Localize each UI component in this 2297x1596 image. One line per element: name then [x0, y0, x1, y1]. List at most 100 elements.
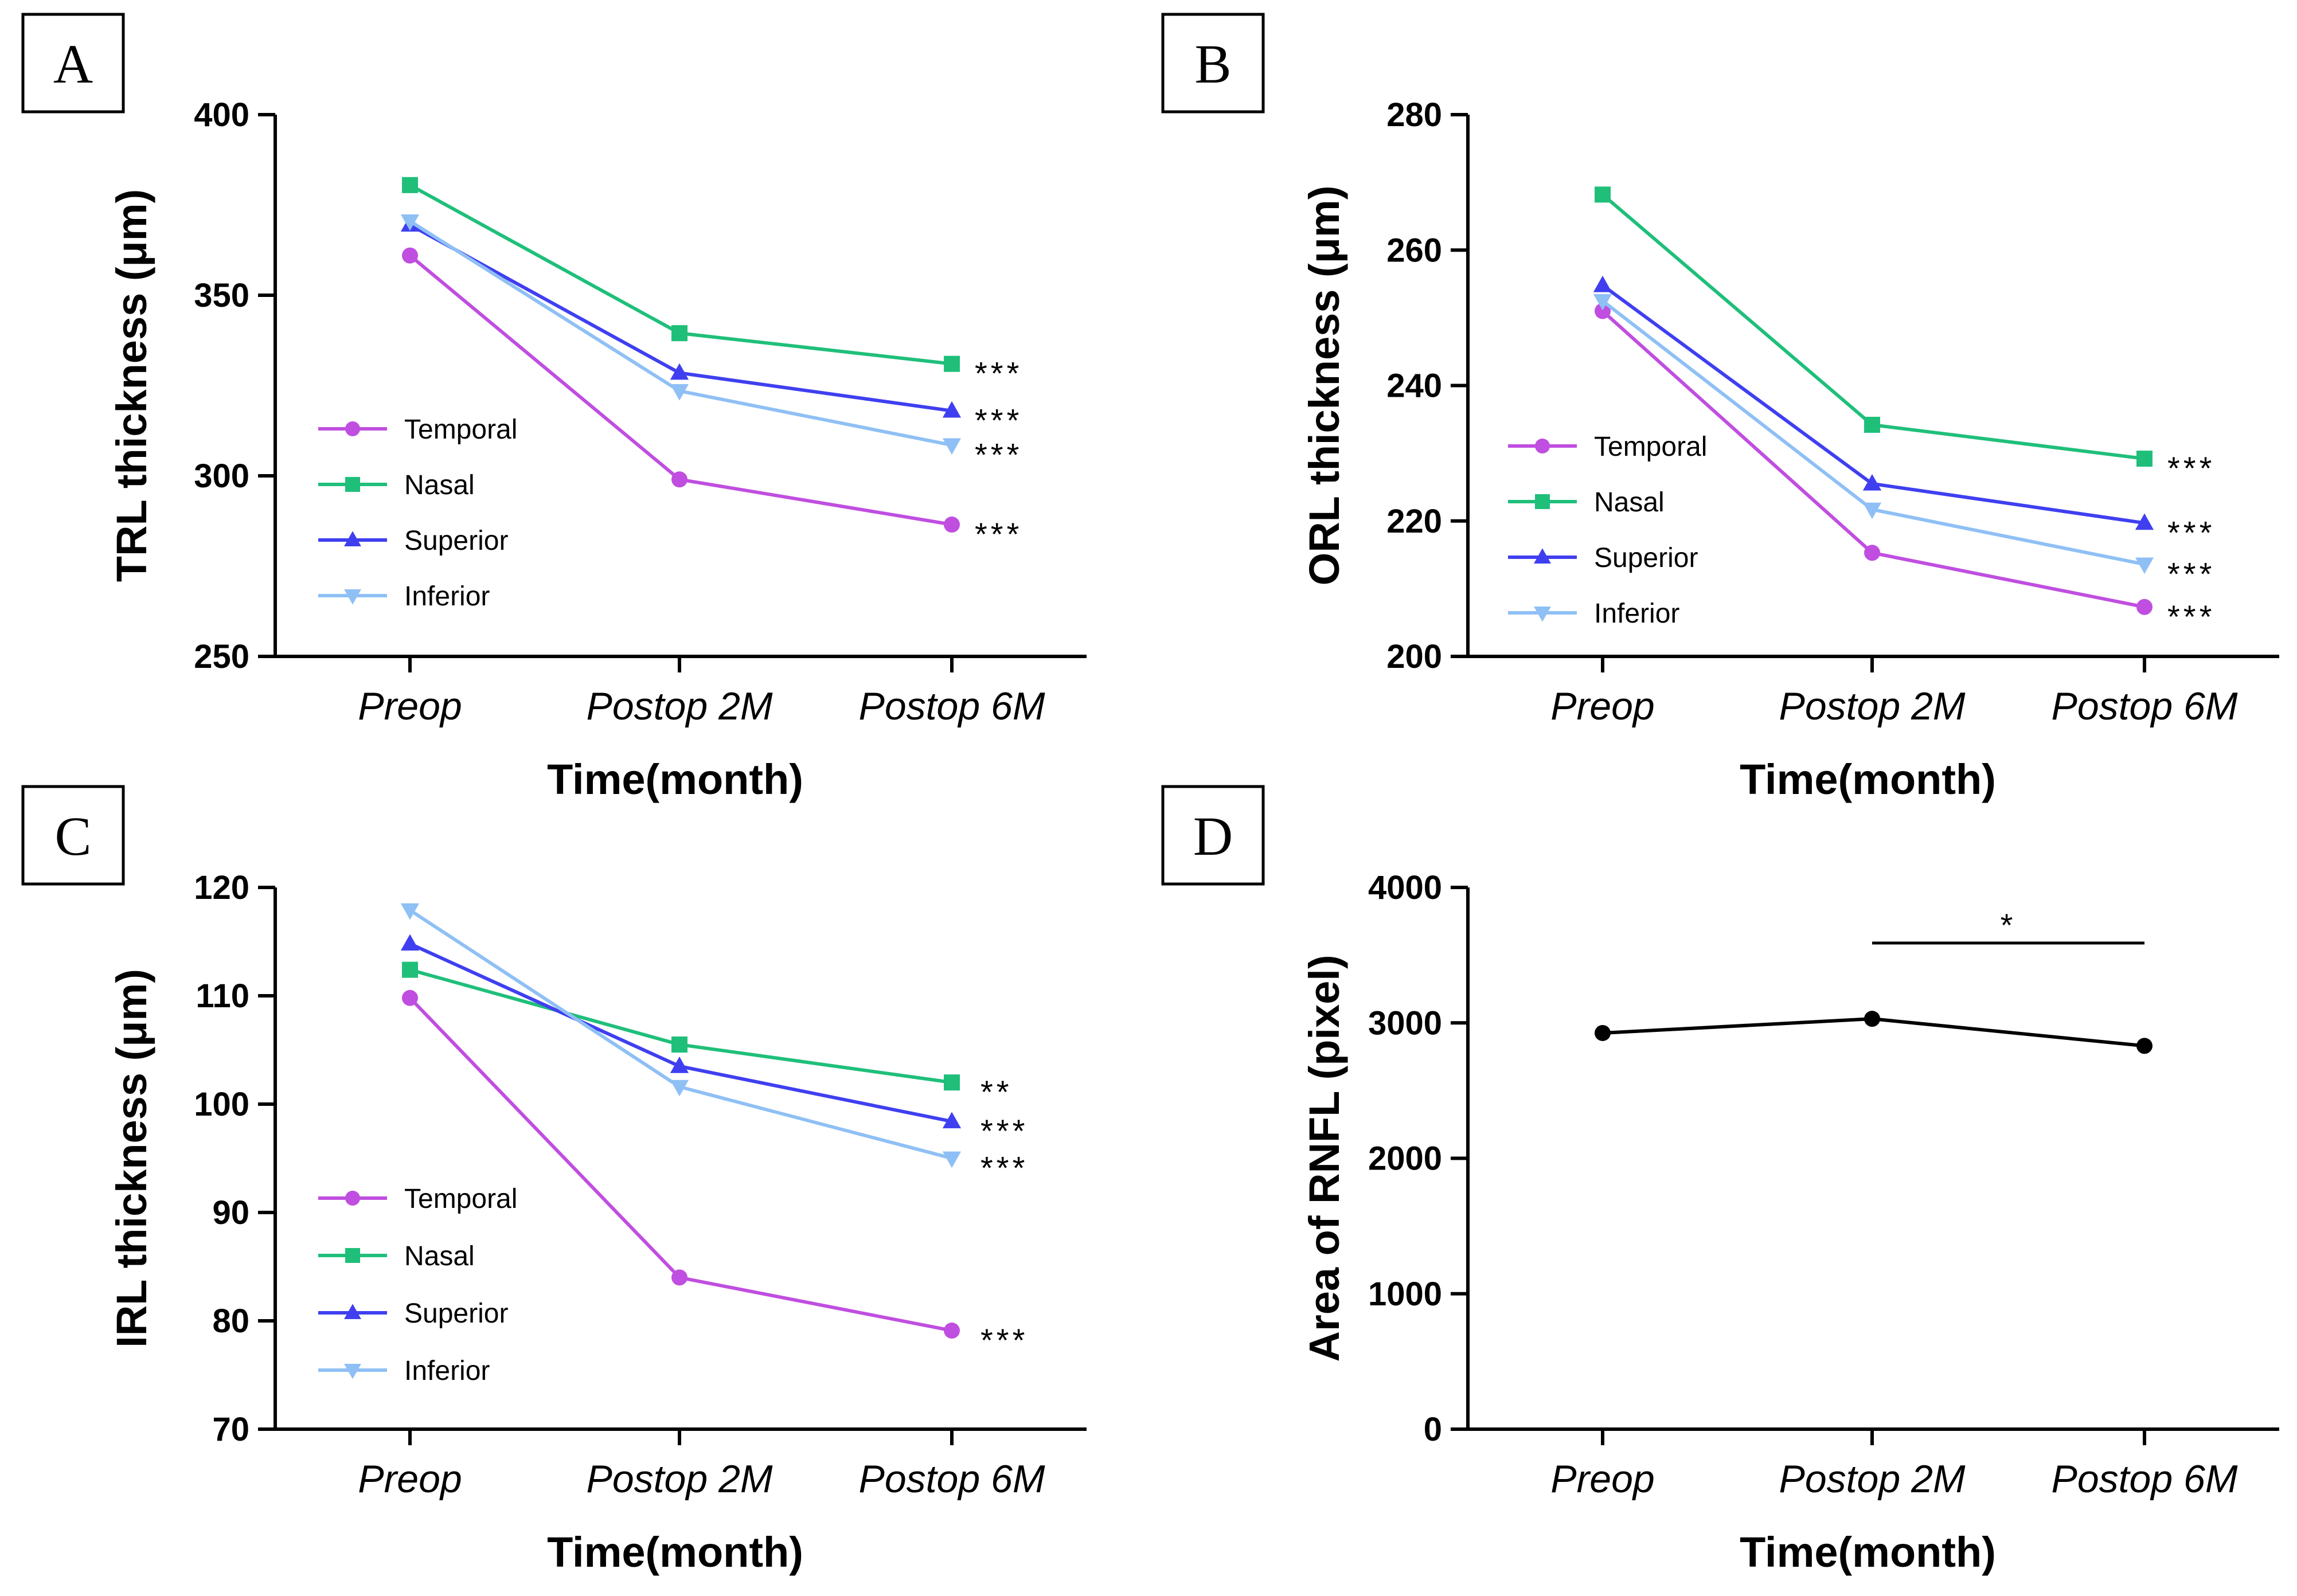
panel-label-box — [1161, 785, 1265, 886]
legend-marker-temporal — [345, 1191, 360, 1206]
data-point-inferior — [400, 214, 420, 231]
significance-annotation: *** — [2167, 598, 2215, 635]
significance-annotation: *** — [2167, 450, 2215, 486]
significance-annotation: *** — [2167, 556, 2215, 592]
data-point-nasal — [671, 1036, 687, 1053]
data-point-temporal — [1864, 545, 1880, 561]
legend-marker-nasal — [345, 1248, 360, 1263]
legend-label-inferior: Inferior — [404, 1356, 490, 1386]
x-tick-label: Postop 6M — [2051, 684, 2237, 728]
x-axis-label: Time(month) — [1740, 756, 1996, 803]
y-tick-label: 220 — [1386, 503, 1442, 540]
legend-label-temporal: Temporal — [1594, 432, 1707, 462]
legend-label-nasal: Nasal — [1594, 487, 1665, 518]
y-tick-label: 100 — [194, 1086, 249, 1123]
data-point-inferior — [2135, 557, 2154, 574]
series-line-superior — [409, 223, 952, 413]
data-point-inferior — [670, 384, 689, 401]
x-tick-label: Postop 2M — [1779, 684, 1965, 728]
y-tick-label: 280 — [1386, 96, 1442, 134]
x-axis-label: Time(month) — [1740, 1528, 1996, 1576]
data-point-rnfl — [1864, 1011, 1880, 1027]
x-axis-label: Time(month) — [547, 1528, 803, 1576]
data-point-superior — [670, 1057, 689, 1073]
x-tick-label: Postop 6M — [858, 684, 1045, 728]
data-point-nasal — [1595, 186, 1611, 203]
data-point-nasal — [944, 1074, 960, 1091]
significance-annotation: *** — [975, 402, 1022, 439]
x-axis-label: Time(month) — [547, 756, 803, 803]
y-axis-label: Area of RNFL (pixel) — [1300, 955, 1348, 1362]
data-point-superior — [2135, 513, 2154, 530]
data-point-superior — [1593, 275, 1612, 292]
y-tick-label: 300 — [194, 457, 249, 495]
data-point-inferior — [1862, 502, 1882, 519]
significance-annotation: * — [2001, 907, 2017, 943]
data-point-temporal — [2136, 598, 2153, 615]
legend-marker-superior — [344, 531, 361, 547]
data-point-nasal — [402, 961, 418, 978]
data-point-nasal — [2136, 451, 2153, 467]
significance-annotation: *** — [975, 516, 1022, 552]
significance-annotation: *** — [980, 1150, 1028, 1186]
legend-label-temporal: Temporal — [404, 1184, 517, 1214]
legend-label-superior: Superior — [404, 1298, 508, 1329]
legend-marker-inferior — [344, 1363, 361, 1379]
panel-a: A 250 300 350 400 Preop Postop 2M Postop 6M Time… — [21, 13, 1087, 803]
x-tick-label: Preop — [358, 684, 462, 728]
x-tick-label: Preop — [358, 1457, 462, 1501]
data-point-nasal — [402, 177, 418, 193]
panel-b: B 200 220 240 260 280 Preop Postop 2M Postop 6M T… — [1161, 13, 2279, 803]
legend-marker-nasal — [1535, 494, 1550, 509]
significance-annotation: *** — [980, 1113, 1028, 1149]
significance-annotation: ** — [980, 1074, 1013, 1110]
legend: Temporal Nasal Superior Inferior — [318, 1184, 517, 1386]
y-tick-label: 200 — [1386, 638, 1442, 675]
legend-label-nasal: Nasal — [404, 1241, 475, 1272]
data-point-inferior — [1593, 294, 1612, 311]
y-axis-label: IRL thickness (μm) — [108, 969, 155, 1348]
data-point-temporal — [671, 471, 687, 488]
y-tick-label: 3000 — [1368, 1004, 1442, 1042]
significance-annotation: *** — [2167, 514, 2215, 550]
data-point-nasal — [944, 355, 960, 372]
y-tick-label: 250 — [194, 638, 249, 675]
data-point-superior — [670, 363, 689, 380]
series-line-inferior — [409, 909, 952, 1160]
y-tick-label: 260 — [1386, 232, 1442, 269]
x-tick-label: Preop — [1550, 684, 1654, 728]
legend-marker-temporal — [1535, 439, 1550, 453]
y-tick-label: 110 — [196, 977, 249, 1015]
x-tick-label: Postop 2M — [586, 684, 772, 728]
x-tick-label: Postop 6M — [858, 1457, 1045, 1501]
y-tick-label: 4000 — [1368, 869, 1442, 906]
legend-marker-inferior — [1534, 606, 1551, 622]
legend: Temporal Nasal Superior Inferior — [1508, 432, 1707, 629]
legend-marker-superior — [344, 1304, 361, 1320]
x-tick-label: Postop 2M — [586, 1457, 772, 1501]
panel-c: C 70 80 90 100 110 120 Preop Postop 2M Postop 6M T… — [21, 785, 1087, 1576]
y-tick-label: 70 — [212, 1411, 249, 1448]
x-tick-label: Postop 6M — [2051, 1457, 2237, 1501]
data-point-inferior — [400, 903, 420, 920]
y-tick-label: 80 — [212, 1302, 249, 1340]
panel-d: D 0 1000 2000 3000 4000 Preop Postop 2M Postop 6… — [1161, 785, 2279, 1576]
significance-annotation: *** — [975, 355, 1022, 392]
legend-label-nasal: Nasal — [404, 470, 475, 500]
legend-marker-inferior — [344, 589, 361, 605]
panel-label: B — [1194, 33, 1231, 95]
data-point-temporal — [671, 1269, 687, 1286]
x-tick-label: Postop 2M — [1779, 1457, 1965, 1501]
data-point-temporal — [944, 517, 960, 533]
data-point-inferior — [670, 1079, 689, 1097]
y-tick-label: 120 — [194, 869, 249, 906]
legend-marker-superior — [1534, 548, 1551, 564]
data-point-temporal — [402, 989, 418, 1006]
panel-label-box — [1161, 13, 1265, 114]
data-point-nasal — [671, 325, 687, 342]
data-point-temporal — [944, 1323, 960, 1339]
data-point-superior — [942, 401, 962, 418]
y-tick-label: 90 — [212, 1194, 249, 1231]
y-axis-label: ORL thickness (μm) — [1300, 186, 1348, 586]
significance-annotation: *** — [980, 1322, 1028, 1358]
